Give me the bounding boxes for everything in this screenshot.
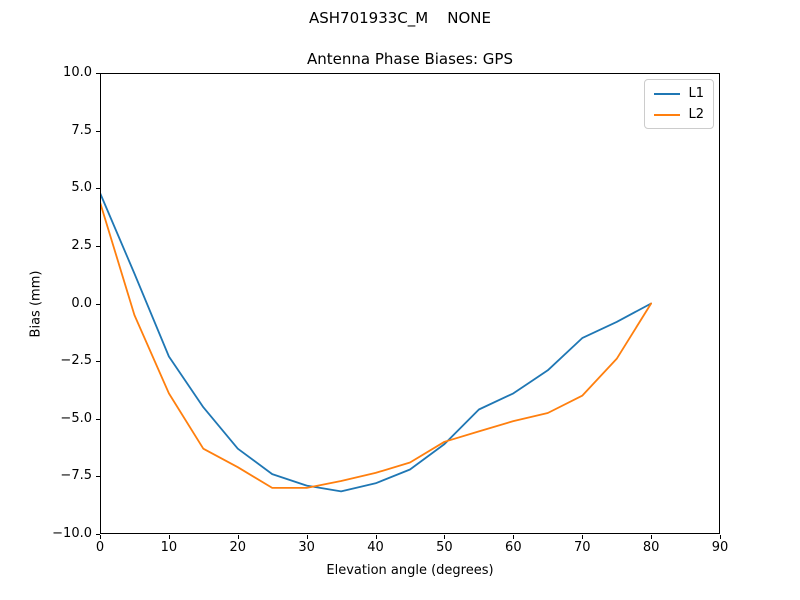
y-tick [96,130,100,132]
y-tick-label: −7.5 [60,468,92,484]
x-axis-label: Elevation angle (degrees) [326,563,494,578]
x-tick [444,535,446,539]
x-tick [720,535,721,539]
x-tick-label: 40 [367,540,384,555]
x-tick [168,535,170,539]
legend-line-sample-L1 [654,92,681,95]
y-tick-label: −5.0 [60,410,92,426]
y-tick [96,188,100,190]
y-tick [96,73,100,74]
y-axis-label: Bias (mm) [28,270,44,338]
plot-area: L1 L2 [100,73,720,534]
x-tick-label: 70 [573,540,591,555]
legend-entry-L1: L1 [654,87,704,100]
y-tick [96,303,100,305]
series-line-L2 [100,201,652,489]
y-tick [96,476,100,478]
y-tick [96,418,100,420]
x-tick-label: 90 [711,540,729,555]
y-tick [96,245,100,247]
x-tick [582,535,584,539]
x-tick-label: 30 [298,540,315,555]
legend-entry-L2: L2 [654,108,704,121]
y-tick-label: −2.5 [60,353,92,369]
series-line-L1 [100,192,652,493]
y-tick-label: 0.0 [71,295,92,311]
legend-label: L2 [688,107,704,122]
x-tick [237,535,239,539]
x-tick-label: 80 [642,540,660,555]
figure-suptitle: ASH701933C_M NONE [308,9,492,27]
x-tick-label: 50 [436,540,453,555]
legend: L1 L2 [644,79,714,129]
x-tick-label: 0 [95,540,105,555]
chart-canvas [100,192,652,493]
y-tick-label: −10.0 [52,526,92,541]
y-tick-label: 2.5 [71,237,92,253]
chart-title: Antenna Phase Biases: GPS [307,50,513,68]
x-tick-label: 60 [505,540,522,555]
legend-label: L1 [688,86,704,101]
x-tick [513,535,515,539]
legend-line-sample-L2 [654,113,681,116]
x-tick [651,535,653,539]
x-tick [375,535,377,539]
y-tick-label: 5.0 [71,180,92,196]
y-tick [96,361,100,363]
x-tick-label: 10 [160,540,178,555]
y-tick-label: 10.0 [63,65,92,80]
x-tick-label: 20 [229,540,247,555]
y-tick [96,534,100,535]
x-tick [100,535,101,539]
y-tick-label: 7.5 [71,122,92,138]
x-tick [306,535,308,539]
